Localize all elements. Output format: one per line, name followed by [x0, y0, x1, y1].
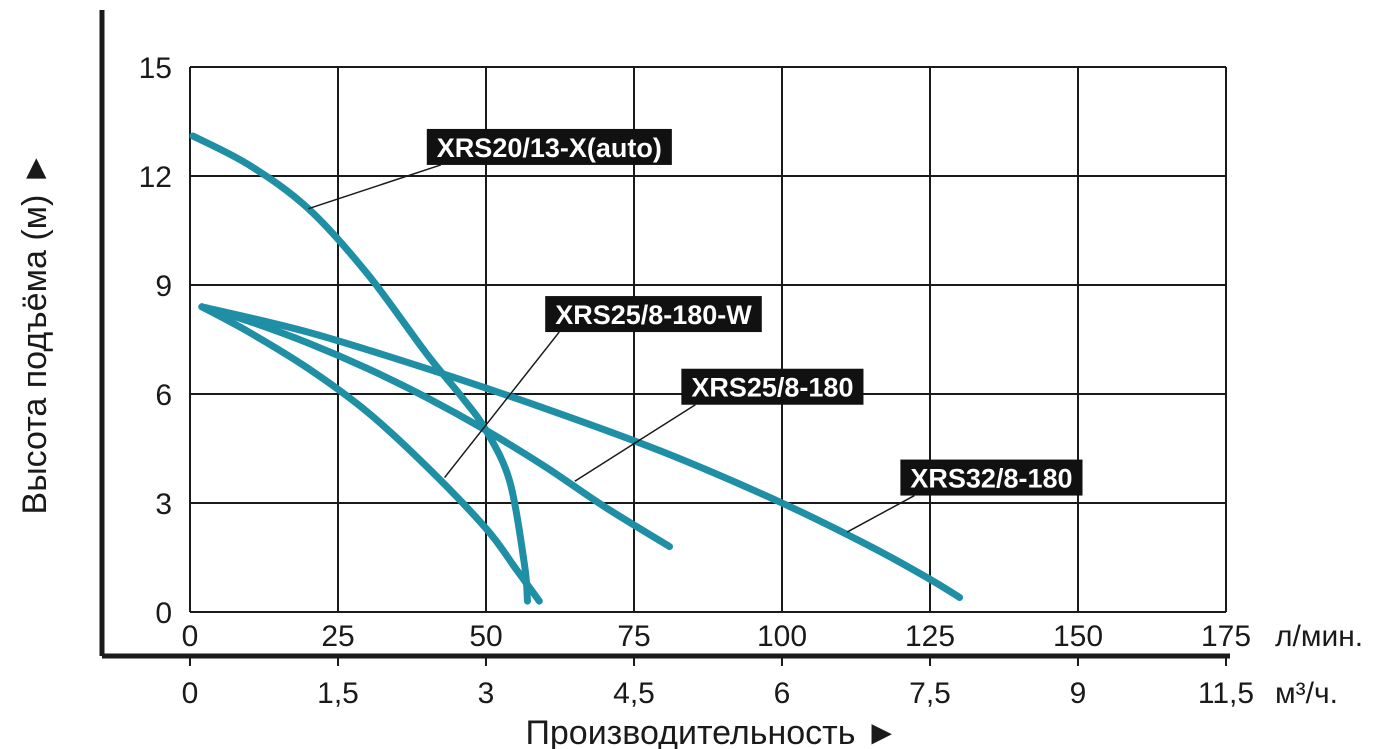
x-tick-label: 100	[757, 620, 807, 653]
x-tick-label: 25	[321, 620, 354, 653]
x-unit-secondary: м³/ч.	[1275, 677, 1338, 710]
x-tick-label: 125	[905, 620, 955, 653]
label-leaders	[308, 164, 915, 533]
series-label-box	[900, 459, 1083, 496]
series-label-xrs32-8-180: XRS32/8-180	[900, 459, 1083, 496]
x-tick-label: 50	[469, 620, 502, 653]
y-axis-title: Высота подъёма (м) ►	[16, 152, 54, 515]
x2-tick-label: 7,5	[909, 677, 951, 710]
x2-tick-label: 9	[1070, 677, 1087, 710]
x2-tick-label: 0	[182, 677, 199, 710]
series-label-text: XRS32/8-180	[910, 464, 1072, 494]
x-axis-title: Производительность ►	[525, 714, 898, 749]
x-tick-label: 175	[1201, 620, 1251, 653]
series-label-box	[426, 128, 672, 165]
x-tick-label: 75	[617, 620, 650, 653]
series-label-xrs25-8-180-w: XRS25/8-180-W	[545, 296, 762, 333]
y-tick-label: 15	[139, 52, 172, 85]
series-label-box	[545, 296, 762, 333]
y-tick-label: 0	[155, 597, 172, 630]
x2-tick-label: 11,5	[1198, 677, 1254, 710]
series-label-text: XRS25/8-180-W	[555, 300, 752, 330]
tick-labels: 00251,5503754,510061257,5150917511,50369…	[139, 52, 1254, 710]
series-label-xrs20-13-x-auto: XRS20/13-X(auto)	[426, 128, 672, 165]
leader-line	[574, 404, 696, 482]
x2-tick-label: 6	[774, 677, 791, 710]
grid	[189, 66, 1227, 613]
y-tick-label: 9	[155, 270, 172, 303]
x-tick-label: 150	[1053, 620, 1103, 653]
series-line-xrs25-8-180-w	[198, 303, 543, 605]
x-unit-primary: л/мин.	[1275, 620, 1363, 653]
leader-line	[846, 494, 915, 533]
series-curves	[189, 132, 964, 605]
series-labels: XRS20/13-X(auto) XRS25/8-180-W XRS25/8-180…	[426, 128, 1083, 496]
x2-tick-label: 4,5	[613, 677, 655, 710]
series-line-xrs32-8-180	[198, 303, 964, 601]
x-tick-label: 0	[182, 620, 199, 653]
y-tick-label: 3	[155, 488, 172, 521]
series-label-text: XRS25/8-180	[691, 373, 853, 403]
y-tick-label: 12	[139, 161, 172, 194]
x2-tick-label: 3	[478, 677, 495, 710]
leader-line	[443, 331, 560, 479]
series-label-xrs25-8-180: XRS25/8-180	[681, 368, 864, 405]
series-label-text: XRS20/13-X(auto)	[437, 133, 662, 163]
y-tick-label: 6	[155, 379, 172, 412]
series-label-box	[681, 368, 864, 405]
series-line-xrs25-8-180	[198, 303, 674, 551]
leader-line	[308, 164, 442, 210]
x2-tick-label: 1,5	[317, 677, 359, 710]
